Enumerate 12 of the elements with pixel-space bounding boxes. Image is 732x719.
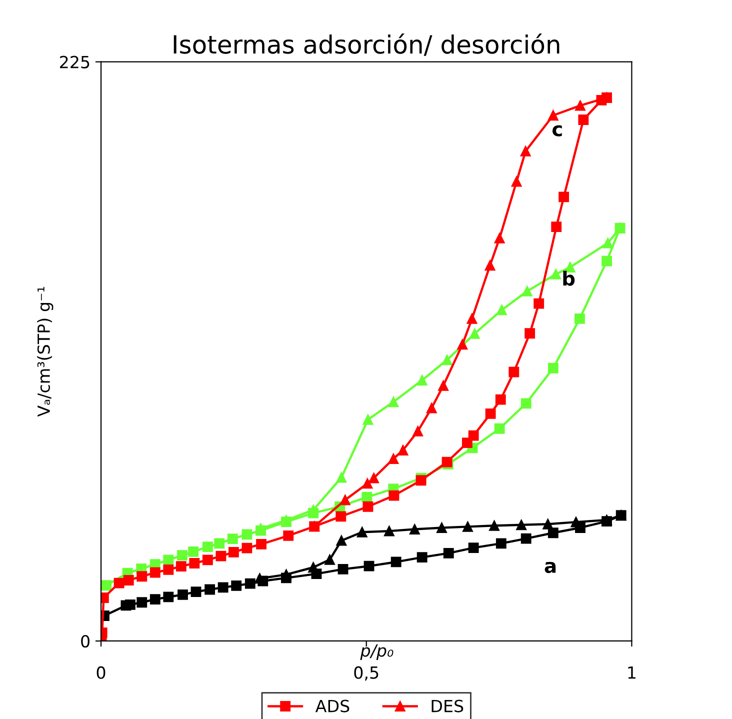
- x-tick-label: 0: [96, 666, 106, 679]
- legend-label: ADS: [315, 700, 350, 712]
- x-tick-label: 1: [628, 666, 636, 679]
- x-tick-label: 0,5: [354, 666, 378, 681]
- annotation: c: [552, 125, 562, 136]
- y-tick-label: 225: [60, 56, 90, 68]
- annotation: a: [544, 562, 556, 574]
- x-axis-title: p/p₀: [360, 644, 394, 660]
- y-axis-title: Vₐ/cm³(STP) g⁻¹: [37, 286, 54, 417]
- legend-label: DES: [432, 700, 464, 712]
- annotation: b: [563, 270, 575, 286]
- chart-title: Isotermas adsorción/ desorción: [174, 34, 560, 56]
